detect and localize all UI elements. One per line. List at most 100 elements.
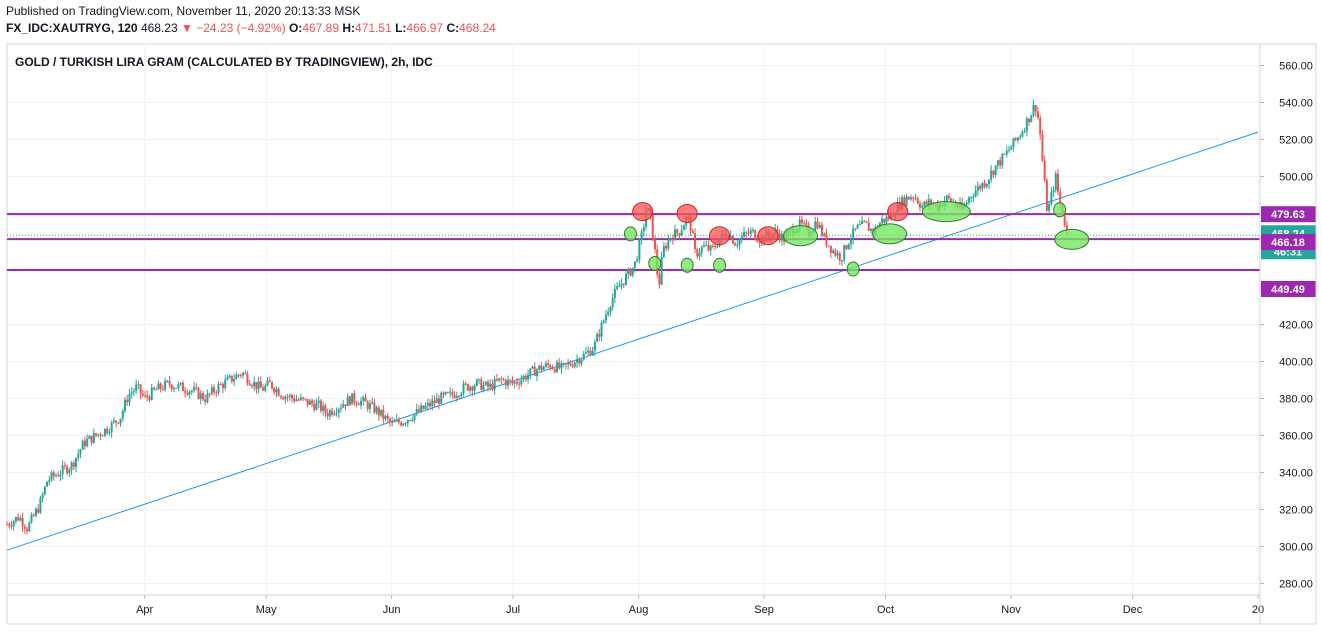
candle-body bbox=[137, 384, 140, 386]
candle-body bbox=[504, 380, 507, 386]
candle-body bbox=[188, 391, 191, 395]
candle-body bbox=[863, 220, 866, 222]
candle-body bbox=[475, 379, 478, 386]
level-label: 466.18 bbox=[1271, 237, 1305, 249]
candle-body bbox=[740, 236, 743, 240]
candle-body bbox=[295, 399, 298, 402]
candle-body bbox=[244, 372, 247, 374]
candle-body bbox=[596, 334, 599, 342]
candle-body bbox=[502, 379, 505, 381]
candle-body bbox=[393, 421, 396, 423]
candle-body bbox=[705, 245, 708, 247]
candle-body bbox=[144, 395, 147, 397]
candle-body bbox=[651, 215, 654, 241]
y-tick-label: 300.00 bbox=[1279, 542, 1313, 554]
y-tick-label: 420.00 bbox=[1279, 320, 1313, 332]
candle-body bbox=[226, 377, 229, 380]
candle-body bbox=[707, 245, 710, 251]
candle-body bbox=[435, 398, 438, 404]
candle-body bbox=[513, 381, 516, 384]
candle-body bbox=[1012, 138, 1015, 148]
candle-body bbox=[751, 229, 754, 231]
candle-body bbox=[12, 521, 15, 527]
candle-body bbox=[584, 352, 587, 354]
candle-body bbox=[689, 217, 692, 232]
low-value: 466.97 bbox=[406, 21, 444, 35]
candle-body bbox=[324, 405, 327, 413]
candle-body bbox=[573, 362, 576, 367]
green-marker bbox=[713, 257, 727, 273]
high-label: H: bbox=[342, 21, 356, 35]
candle-body bbox=[838, 253, 841, 262]
candle-body bbox=[248, 383, 251, 386]
candle-body bbox=[155, 389, 158, 391]
candle-body bbox=[486, 381, 489, 388]
candle-body bbox=[631, 267, 634, 276]
candle-body bbox=[805, 223, 808, 226]
candle-body bbox=[253, 381, 256, 387]
candle-body bbox=[990, 170, 993, 180]
candle-body bbox=[208, 393, 211, 395]
candle-body bbox=[1021, 131, 1024, 137]
green-marker bbox=[846, 261, 860, 277]
candle-body bbox=[10, 525, 13, 527]
plot-area[interactable] bbox=[6, 43, 1261, 596]
candle-body bbox=[124, 399, 127, 412]
candle-body bbox=[237, 374, 240, 376]
candle-body bbox=[665, 245, 668, 249]
candle-body bbox=[262, 387, 265, 391]
candle-body bbox=[711, 245, 714, 247]
candle-body bbox=[743, 231, 746, 237]
candle-body bbox=[976, 186, 979, 191]
candle-body bbox=[458, 396, 461, 398]
candle-body bbox=[694, 233, 697, 249]
red-marker bbox=[757, 226, 779, 246]
level-label-bg bbox=[1261, 281, 1316, 297]
price-axis[interactable]: 560.00 540.00 520.00 500.00 420.00 400.00 380.… bbox=[1260, 61, 1316, 591]
candle-body bbox=[39, 498, 42, 513]
candle-body bbox=[972, 196, 975, 198]
candle-body bbox=[148, 397, 151, 400]
candle-body bbox=[834, 250, 837, 256]
red-marker bbox=[632, 202, 654, 222]
candle-body bbox=[662, 245, 665, 257]
y-tick-label: 560.00 bbox=[1279, 61, 1313, 73]
red-marker bbox=[887, 202, 909, 222]
candle-body bbox=[861, 220, 864, 225]
candle-body bbox=[495, 379, 498, 381]
candle-body bbox=[293, 398, 296, 402]
candle-body bbox=[50, 472, 53, 480]
candle-body bbox=[852, 228, 855, 240]
candle-body bbox=[1052, 189, 1055, 192]
candle-body bbox=[440, 392, 443, 404]
candle-body bbox=[527, 374, 530, 380]
candle-body bbox=[609, 307, 612, 312]
candle-body bbox=[257, 381, 260, 390]
candle-body bbox=[21, 517, 24, 527]
down-arrow-icon: ▼ bbox=[180, 21, 193, 35]
change-value: −24.23 (−4.92%) bbox=[196, 21, 286, 35]
candle-body bbox=[250, 385, 253, 387]
candle-body bbox=[580, 359, 583, 364]
candle-body bbox=[950, 198, 953, 202]
candle-body bbox=[845, 245, 848, 249]
candle-body bbox=[825, 233, 828, 246]
candle-body bbox=[397, 419, 400, 423]
candle-body bbox=[299, 397, 302, 400]
candle-body bbox=[478, 379, 481, 381]
candle-body bbox=[319, 400, 322, 411]
candle-body bbox=[869, 228, 872, 231]
candle-body bbox=[346, 396, 349, 407]
candle-body bbox=[230, 375, 233, 382]
symbol-ohlc-bar: FX_IDC:XAUTRYG, 120 468.23 ▼ −24.23 (−4.… bbox=[6, 21, 496, 35]
candle-body bbox=[451, 391, 454, 396]
candle-body bbox=[979, 186, 982, 189]
candle-body bbox=[636, 259, 639, 262]
candle-body bbox=[945, 195, 948, 202]
chart-title: GOLD / TURKISH LIRA GRAM (CALCULATED BY … bbox=[15, 55, 433, 69]
time-axis[interactable]: Apr May Jun Jul Aug Sep Oct Nov Dec 20 bbox=[136, 595, 1264, 616]
candle-body bbox=[117, 422, 120, 424]
candle-body bbox=[75, 457, 78, 467]
candle-body bbox=[918, 203, 921, 208]
